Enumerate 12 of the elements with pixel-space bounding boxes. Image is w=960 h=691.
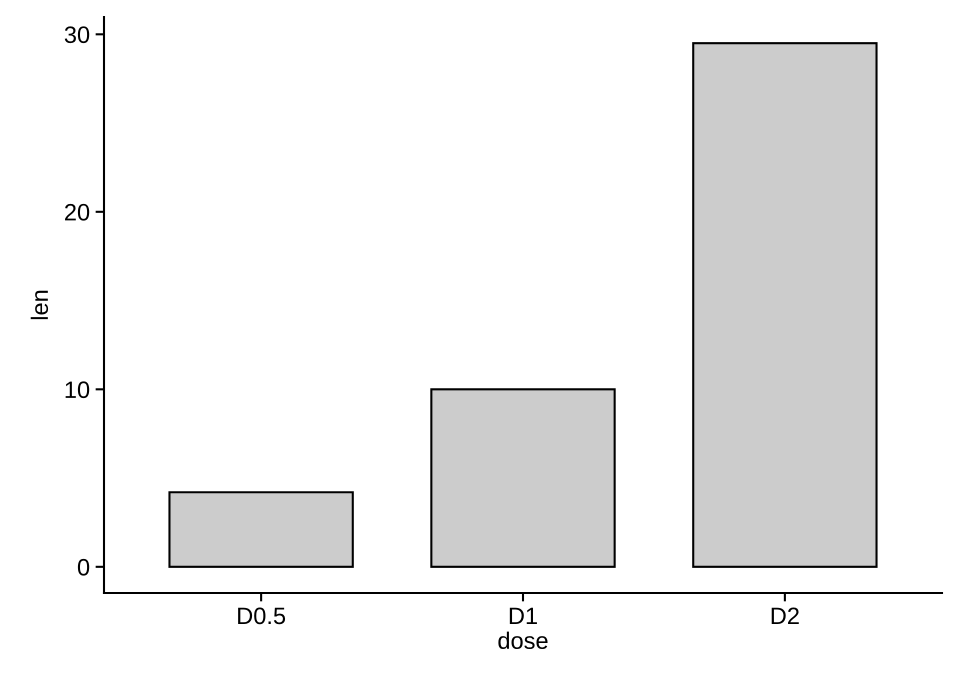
x-axis-title: dose: [498, 632, 548, 650]
y-tick-label: 10: [66, 381, 90, 398]
y-tick-label: 30: [64, 26, 90, 44]
y-axis-title: len: [30, 290, 48, 320]
x-tick-label: D2: [772, 608, 799, 624]
x-tick-label: D0.5: [238, 608, 286, 624]
x-tick-label: D1: [510, 608, 537, 624]
y-tick-label: 0: [78, 558, 90, 576]
bar: [430, 388, 616, 568]
bar: [692, 42, 878, 568]
y-tick-label: 20: [65, 204, 90, 221]
bar: [168, 491, 354, 568]
